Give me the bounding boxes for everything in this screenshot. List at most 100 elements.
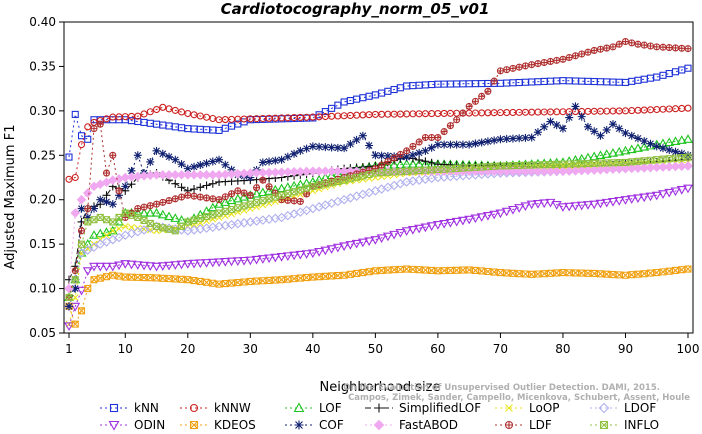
legend: kNN kNNW LOF SimplifiedLOF LoOP LDOF ODIN KDEOS… [100, 401, 659, 432]
data-point [183, 170, 193, 180]
data-point [84, 123, 92, 131]
data-point [352, 135, 361, 144]
y-tick-label: 0.30 [29, 104, 56, 118]
data-point [439, 219, 450, 229]
data-point [146, 202, 154, 210]
data-point [614, 197, 625, 206]
data-point [214, 258, 225, 268]
data-point [95, 228, 106, 238]
data-point [203, 194, 211, 202]
data-point [126, 260, 137, 270]
data-point [665, 145, 674, 154]
data-point [315, 142, 324, 151]
data-point [109, 271, 117, 279]
data-point [378, 161, 386, 169]
data-point [334, 101, 342, 109]
data-point [546, 57, 554, 65]
data-point [201, 259, 212, 268]
data-point [346, 177, 354, 185]
data-point [596, 270, 605, 278]
data-point [383, 151, 392, 160]
data-point [621, 129, 630, 138]
data-point [164, 261, 174, 271]
data-point [365, 268, 373, 276]
data-point [165, 152, 174, 161]
data-point [234, 187, 242, 195]
data-point [151, 170, 162, 180]
data-point [490, 77, 498, 85]
data-point [109, 218, 117, 226]
data-point [601, 198, 612, 208]
data-point [576, 153, 587, 163]
data-point [434, 134, 442, 141]
data-point [427, 143, 436, 152]
data-point [296, 198, 304, 205]
data-point [514, 166, 524, 177]
data-point [395, 229, 406, 238]
data-point [621, 271, 630, 279]
legend-item-cof: COF [285, 418, 344, 432]
data-point [170, 261, 181, 270]
data-point [421, 146, 430, 155]
data-point [496, 269, 504, 277]
data-point [421, 134, 429, 141]
data-point [177, 160, 186, 169]
data-point [326, 245, 337, 254]
data-point [84, 285, 92, 293]
data-point [70, 208, 81, 218]
legend-item-loop: LoOP [495, 401, 560, 415]
data-point [415, 155, 424, 164]
data-point [132, 261, 143, 270]
data-point [228, 205, 236, 214]
data-point [282, 252, 293, 261]
data-point [257, 187, 268, 197]
series-kdeos [65, 265, 692, 328]
data-point [226, 257, 237, 267]
y-tick-label: 0.20 [29, 193, 56, 207]
data-point [489, 210, 500, 220]
data-point [553, 56, 561, 64]
data-point [196, 214, 204, 222]
data-point [152, 200, 161, 208]
data-point [590, 127, 599, 136]
data-point [565, 54, 573, 62]
data-point [208, 157, 217, 166]
data-point [89, 242, 99, 252]
data-point [152, 274, 161, 282]
data-point [293, 402, 305, 413]
data-point [526, 166, 537, 177]
data-point [471, 266, 479, 274]
data-point [102, 273, 111, 281]
legend-label: KDEOS [214, 418, 256, 432]
data-point [164, 170, 174, 180]
data-point [540, 59, 548, 66]
data-point [646, 139, 655, 148]
data-point [152, 146, 161, 155]
data-point [146, 108, 154, 116]
data-point [676, 186, 687, 195]
data-point [378, 266, 386, 274]
legend-label: ODIN [134, 418, 165, 432]
data-point [215, 155, 224, 164]
data-point [232, 257, 243, 266]
data-point [477, 138, 486, 147]
data-point [82, 267, 93, 276]
data-point [171, 227, 179, 235]
data-point [415, 148, 424, 157]
y-tick-label: 0.25 [29, 148, 56, 162]
data-point [658, 144, 667, 153]
data-point [634, 40, 642, 48]
data-point [471, 97, 479, 105]
data-point [620, 196, 631, 205]
data-point [333, 166, 343, 177]
data-point [65, 293, 73, 302]
data-point [377, 151, 386, 160]
data-point [289, 251, 300, 261]
data-point [371, 151, 380, 160]
data-point [333, 143, 342, 152]
data-point [433, 140, 442, 149]
data-point [532, 200, 543, 209]
data-point [539, 199, 550, 209]
x-tick-label: 90 [618, 342, 633, 356]
data-point [384, 158, 392, 165]
